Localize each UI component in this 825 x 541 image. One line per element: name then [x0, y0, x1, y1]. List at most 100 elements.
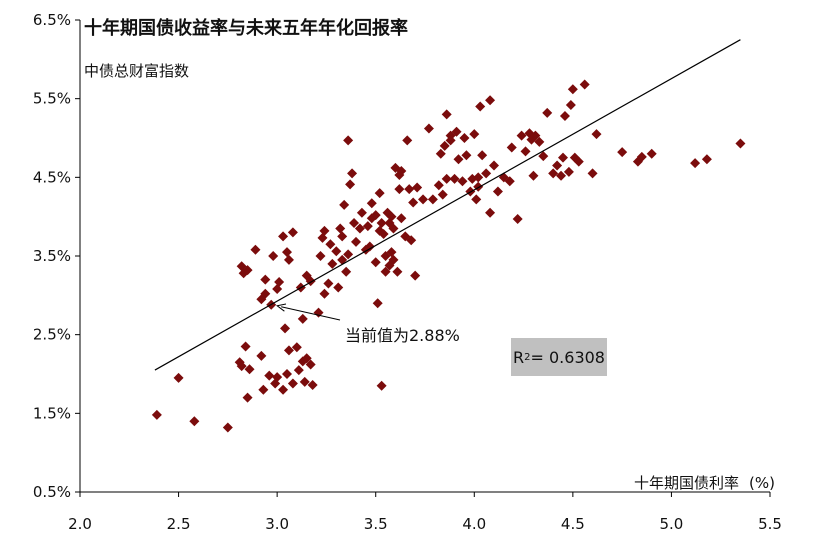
data-point [388, 254, 399, 265]
data-point [240, 341, 251, 352]
data-point [242, 392, 253, 403]
data-point [591, 129, 602, 140]
data-point [244, 364, 255, 375]
data-point [291, 342, 302, 353]
data-point [565, 99, 576, 110]
data-point [394, 184, 405, 195]
data-point [315, 251, 326, 261]
data-point [317, 232, 328, 243]
y-tick-label: 1.5% [33, 404, 71, 422]
x-tick-label: 5.5 [758, 515, 782, 533]
data-point [299, 376, 310, 387]
x-axis-unit: (%) [749, 474, 775, 492]
data-point [412, 182, 423, 193]
data-point [485, 95, 496, 106]
data-point [319, 225, 330, 236]
data-point [325, 239, 336, 250]
chart-subtitle: 中债总财富指数 [84, 62, 190, 80]
data-point [236, 361, 247, 372]
data-point [283, 254, 294, 265]
data-point [396, 166, 407, 177]
data-point [222, 422, 233, 433]
data-point [297, 313, 308, 324]
data-point [260, 288, 271, 299]
data-point [504, 176, 515, 187]
r-squared-value: = 0.6308 [530, 347, 605, 367]
data-point [534, 136, 545, 147]
data-point [313, 307, 324, 318]
data-point [735, 138, 746, 149]
data-point [305, 359, 316, 370]
data-point [528, 170, 539, 181]
annotation-arrow [275, 303, 341, 321]
data-point [418, 194, 429, 205]
data-point [475, 101, 486, 112]
data-point [301, 353, 312, 364]
data-point [293, 365, 304, 376]
data-point [327, 258, 338, 269]
data-point [392, 266, 403, 277]
current-value-annotation: 当前值为2.88% [345, 326, 460, 345]
data-point [307, 380, 318, 391]
x-tick-label: 2.0 [68, 515, 92, 533]
data-point [473, 172, 484, 183]
data-point [520, 146, 531, 157]
data-point [567, 84, 578, 95]
data-point [423, 123, 434, 134]
data-point [272, 284, 283, 295]
y-tick-label: 5.5% [33, 90, 71, 108]
y-tick-label: 4.5% [33, 168, 71, 186]
y-axis-ticks: 0.5% 1.5% 2.5% 3.5% 4.5% 5.5% 6.5% [33, 11, 80, 501]
data-point [345, 179, 356, 190]
data-point [333, 282, 344, 293]
data-point [335, 223, 346, 234]
x-tick-label: 3.0 [265, 515, 289, 533]
chart-title: 十年期国债收益率与未来五年年化回报率 [84, 18, 408, 39]
data-point [319, 288, 330, 299]
data-point [364, 241, 375, 252]
data-point [351, 236, 361, 247]
data-point [272, 372, 283, 383]
y-tick-label: 6.5% [33, 11, 71, 29]
data-point [457, 176, 468, 187]
data-point [283, 345, 294, 356]
data-point [558, 152, 568, 163]
annotation-arrow-shaft [281, 306, 341, 321]
data-point [556, 170, 567, 181]
data-point [542, 107, 553, 118]
data-point [477, 150, 488, 161]
data-point [538, 151, 549, 162]
data-point [427, 194, 438, 205]
r-squared-label: R [513, 347, 525, 367]
data-point [343, 135, 354, 146]
x-tick-label: 2.5 [167, 515, 191, 533]
data-point [339, 199, 350, 210]
data-point [366, 198, 377, 209]
data-point [347, 168, 358, 179]
data-point [287, 378, 298, 389]
data-point [690, 158, 701, 169]
y-tick-label: 0.5% [33, 483, 71, 501]
x-tick-label: 4.5 [561, 515, 585, 533]
data-point [441, 109, 452, 120]
x-tick-label: 4.0 [462, 515, 486, 533]
data-point [449, 173, 460, 184]
data-point [579, 79, 590, 90]
data-point [242, 265, 253, 276]
data-point [492, 186, 503, 197]
x-axis-label: 十年期国债利率 (%) [634, 472, 775, 493]
data-point [404, 184, 415, 195]
data-point [337, 231, 348, 242]
data-point [388, 223, 399, 234]
data-point [485, 207, 496, 218]
data-point [402, 135, 413, 146]
data-points [151, 79, 746, 433]
data-point [489, 160, 499, 171]
data-point [256, 350, 267, 361]
x-tick-label: 5.0 [659, 515, 683, 533]
data-point [587, 168, 598, 179]
data-point [559, 110, 570, 121]
data-point [268, 251, 279, 261]
r-squared-superscript: 2 [524, 351, 531, 363]
